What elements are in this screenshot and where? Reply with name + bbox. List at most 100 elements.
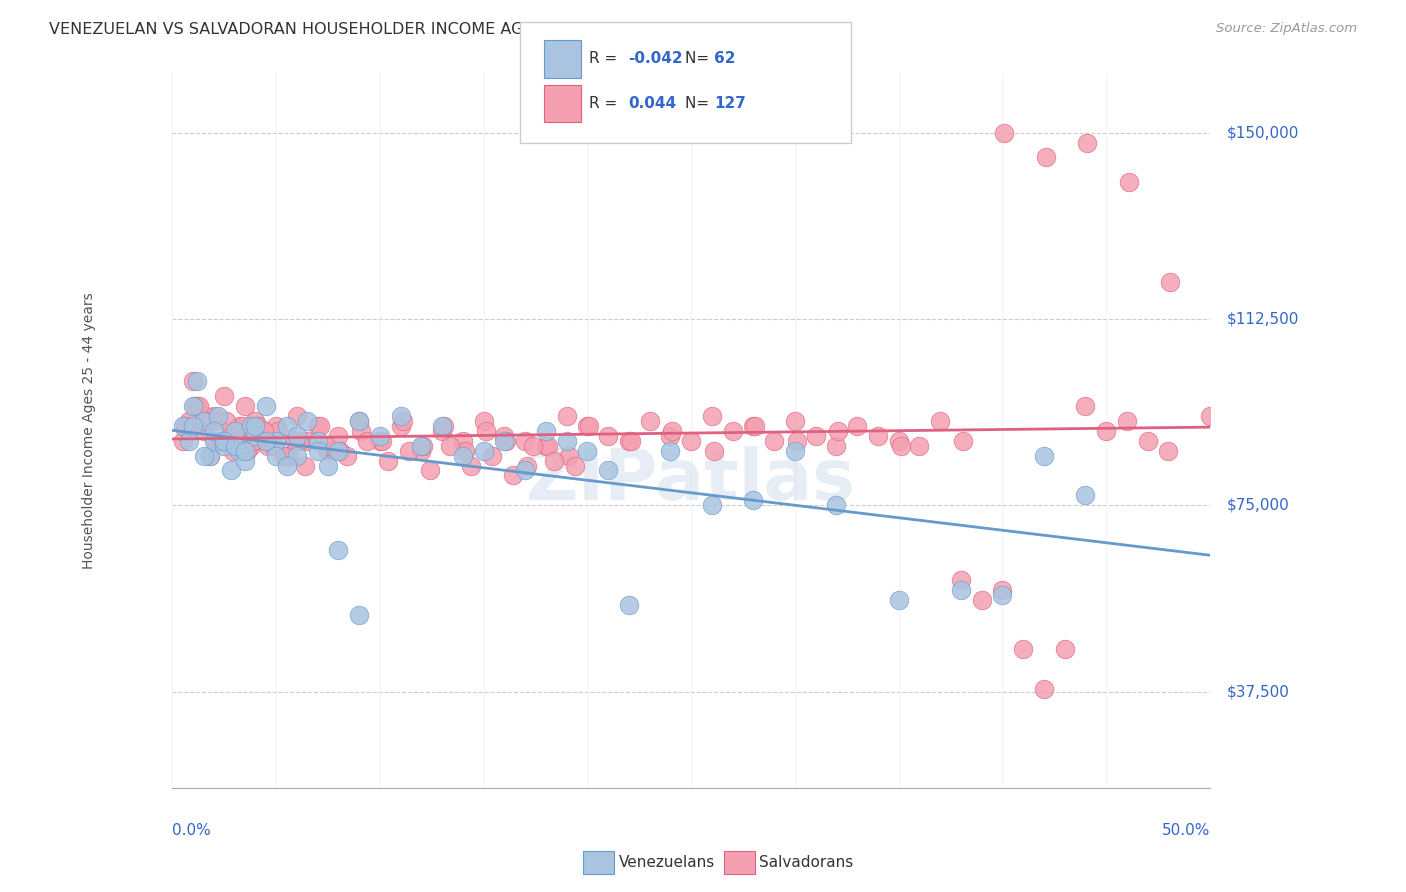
Point [264,449,287,463]
Point [181,418,204,433]
Point [188,399,211,413]
Point [356,434,378,448]
Point [224,424,246,438]
Point [308,418,330,433]
Point [377,453,399,467]
Point [993,126,1015,140]
Point [430,418,453,433]
Point [198,449,221,463]
Point [297,434,319,448]
Point [347,414,370,428]
Point [193,449,215,463]
Point [224,439,246,453]
Point [451,434,474,448]
Point [659,428,682,442]
Text: Salvadorans: Salvadorans [759,855,853,870]
Point [398,443,420,458]
Point [177,434,200,448]
Point [703,443,725,458]
Point [825,498,848,512]
Point [411,439,433,453]
Point [1198,409,1220,423]
Point [564,458,586,473]
Point [177,414,200,428]
Point [215,414,238,428]
Point [742,418,765,433]
Point [804,428,827,442]
Point [1136,434,1159,448]
Point [285,409,308,423]
Text: R =: R = [589,52,623,66]
Point [866,428,889,442]
Point [297,414,319,428]
Point [515,463,537,477]
Point [284,434,307,448]
Point [172,418,194,433]
Text: $150,000: $150,000 [1226,125,1299,140]
Point [201,414,224,428]
Text: 127: 127 [714,96,747,111]
Point [263,439,285,453]
Point [1012,642,1035,657]
Point [827,424,849,438]
Point [328,443,350,458]
Point [276,418,298,433]
Point [246,418,269,433]
Point [1115,414,1137,428]
Point [214,434,236,448]
Point [502,468,524,483]
Point [264,434,287,448]
Point [742,493,765,508]
Text: N=: N= [685,96,714,111]
Point [617,598,640,612]
Point [336,449,359,463]
Point [661,424,683,438]
Point [952,434,974,448]
Point [254,399,277,413]
Point [534,439,557,453]
Text: ZIPatlas: ZIPatlas [526,446,856,515]
Point [991,582,1014,597]
Point [181,374,204,388]
Point [307,434,329,448]
Point [219,463,242,477]
Point [537,439,560,453]
Point [194,409,217,423]
Point [454,443,477,458]
Point [786,434,808,448]
Point [276,458,298,473]
Point [277,449,299,463]
Point [534,424,557,438]
Text: $112,500: $112,500 [1226,311,1299,326]
Point [825,439,848,453]
Point [245,418,267,433]
Point [472,443,495,458]
Point [439,439,461,453]
Point [174,418,197,433]
Text: Householder Income Ages 25 - 44 years: Householder Income Ages 25 - 44 years [83,293,97,569]
Point [202,424,225,438]
Point [460,458,482,473]
Point [294,458,316,473]
Point [254,434,277,448]
Point [721,424,744,438]
Text: Venezuelans: Venezuelans [619,855,714,870]
Text: Source: ZipAtlas.com: Source: ZipAtlas.com [1216,22,1357,36]
Point [181,399,204,413]
Point [744,418,766,433]
Point [576,443,599,458]
Point [184,399,207,413]
Point [233,399,256,413]
Point [1157,443,1180,458]
Point [368,434,391,448]
Text: 0.0%: 0.0% [173,823,211,838]
Point [186,374,208,388]
Point [494,434,516,448]
Point [389,418,412,433]
Point [1032,682,1054,697]
Point [202,409,225,423]
Point [1032,449,1054,463]
Point [233,443,256,458]
Point [219,424,242,438]
Point [1074,399,1097,413]
